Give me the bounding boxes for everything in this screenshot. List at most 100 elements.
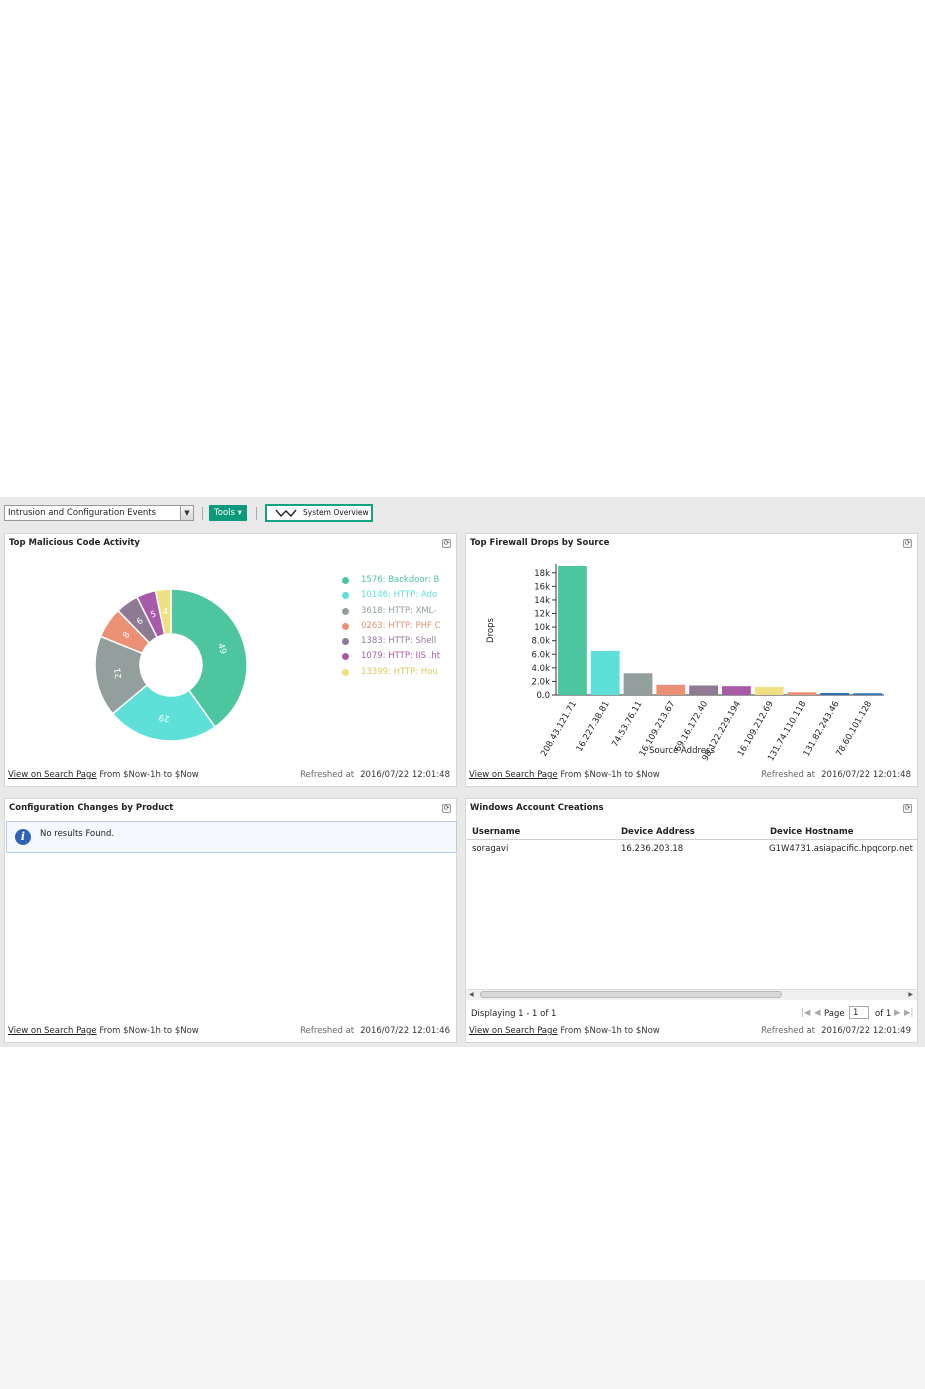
slice-label: 49 — [215, 642, 228, 655]
legend-label: 1576: Backdoor: Ba — [361, 575, 440, 585]
panel-title: Top Malicious Code Activity — [9, 538, 140, 548]
bar — [623, 673, 653, 695]
cell-username: soragavi — [472, 844, 509, 854]
toolbar: Intrusion and Configuration Events ▼ Too… — [0, 497, 925, 531]
bottom-area — [0, 1280, 925, 1389]
view-on-search-link[interactable]: View on Search Page — [8, 1026, 97, 1036]
y-tick-label: 16k — [534, 582, 550, 592]
table-header: Username Device Address Device Hostname — [467, 825, 918, 840]
view-on-search-link[interactable]: View on Search Page — [469, 770, 558, 780]
panel-title: Top Firewall Drops by Source — [470, 538, 610, 548]
dashboard-select-value: Intrusion and Configuration Events — [8, 508, 157, 518]
y-tick-label: 4.0k — [532, 664, 551, 674]
refresh-icon[interactable]: ⟳ — [903, 804, 912, 813]
legend-item[interactable]: 3618: HTTP: XML- — [340, 605, 440, 620]
legend-item[interactable]: 1079: HTTP: IIS .ht — [340, 650, 440, 665]
legend-swatch — [342, 592, 349, 600]
refreshed-label: Refreshed at — [300, 1026, 355, 1036]
chevron-down-icon[interactable]: ▼ — [180, 506, 193, 520]
legend-item[interactable]: 1576: Backdoor: Ba — [340, 574, 440, 589]
trend-line-icon — [275, 509, 297, 518]
legend-item[interactable]: 13399: HTTP: Hou — [340, 666, 440, 681]
bar — [787, 692, 817, 695]
y-tick-label: 14k — [534, 596, 550, 606]
legend-item[interactable]: 10146: HTTP: Ado — [340, 589, 440, 604]
refreshed-label: Refreshed at — [300, 770, 355, 780]
first-page-icon[interactable]: |◀ — [801, 1008, 811, 1018]
view-on-search-link[interactable]: View on Search Page — [469, 1026, 558, 1036]
cell-device-address: 16.236.203.18 — [621, 844, 684, 854]
legend-item[interactable]: 1383: HTTP: Shell — [340, 635, 440, 650]
bar — [853, 693, 882, 695]
legend-swatch — [342, 668, 349, 676]
legend-label: 1383: HTTP: Shell — [361, 636, 437, 647]
donut-slice — [111, 683, 217, 742]
panel-footer: View on Search Page From $Now-1h to $Now… — [469, 1026, 911, 1038]
bar — [820, 692, 850, 695]
y-tick-label: 10k — [534, 623, 550, 633]
firewall-drops-panel: Top Firewall Drops by Source ⟳ 0.0 2.0k 4.… — [465, 533, 918, 787]
info-icon: i — [15, 829, 31, 845]
next-page-icon[interactable]: ▶ — [894, 1008, 901, 1018]
table-row[interactable]: soragavi 16.236.203.18 G1W4731.asiapacif… — [467, 842, 918, 858]
refreshed-label: Refreshed at — [761, 770, 816, 780]
x-axis-label: Source Address — [649, 746, 715, 756]
bar — [754, 686, 784, 695]
scroll-right-icon[interactable]: ▶ — [908, 991, 913, 998]
legend-swatch — [342, 653, 349, 661]
y-tick-label: 6.0k — [532, 650, 551, 660]
legend-swatch — [342, 577, 349, 584]
toolbar-separator — [256, 507, 257, 520]
system-overview-label: System Overview — [303, 508, 369, 517]
chart-legend: 1576: Backdoor: Ba 10146: HTTP: Ado 3618: … — [340, 574, 440, 681]
time-range: From $Now-1h to $Now — [560, 770, 660, 780]
y-tick-label: 8.0k — [532, 637, 551, 647]
dashboard-select[interactable]: Intrusion and Configuration Events ▼ — [4, 505, 194, 521]
tools-button[interactable]: Tools ▾ — [209, 505, 247, 521]
view-on-search-link[interactable]: View on Search Page — [8, 770, 97, 780]
legend-label: 13399: HTTP: Hou — [361, 666, 438, 677]
config-changes-panel: Configuration Changes by Product ⟳ i No … — [4, 798, 457, 1043]
column-header-device-hostname[interactable]: Device Hostname — [770, 827, 854, 837]
column-header-username[interactable]: Username — [472, 827, 521, 837]
column-header-device-address[interactable]: Device Address — [621, 827, 695, 837]
slice-label: 29 — [158, 712, 170, 723]
refresh-icon[interactable]: ⟳ — [903, 539, 912, 548]
scrollbar-thumb[interactable] — [480, 991, 782, 998]
horizontal-scrollbar[interactable]: ◀ ▶ — [466, 989, 917, 1000]
scroll-left-icon[interactable]: ◀ — [469, 991, 474, 998]
panel-title: Windows Account Creations — [470, 803, 604, 813]
time-range: From $Now-1h to $Now — [99, 1026, 199, 1036]
legend-swatch — [342, 638, 349, 646]
slice-label: 5 — [149, 609, 157, 620]
y-tick-label: 0.0 — [536, 691, 550, 701]
page-number-input[interactable]: 1 — [849, 1006, 869, 1019]
y-tick-label: 18k — [534, 569, 550, 579]
refreshed-info: Refreshed at 2016/07/22 12:01:46 — [300, 1026, 450, 1036]
refreshed-time: 2016/07/22 12:01:48 — [360, 770, 450, 780]
refreshed-info: Refreshed at 2016/07/22 12:01:48 — [761, 770, 911, 780]
refresh-icon[interactable]: ⟳ — [442, 804, 451, 813]
last-page-icon[interactable]: ▶| — [904, 1008, 914, 1018]
donut-slice — [154, 588, 172, 636]
cell-device-hostname: G1W4731.asiapacific.hpqcorp.net — [769, 844, 913, 854]
bar — [656, 684, 686, 695]
legend-label: 1079: HTTP: IIS .ht — [361, 651, 440, 662]
panel-footer: View on Search Page From $Now-1h to $Now… — [8, 770, 450, 782]
legend-swatch — [342, 622, 349, 630]
prev-page-icon[interactable]: ◀ — [814, 1008, 821, 1018]
bar-chart: 0.0 2.0k 4.0k 6.0k 8.0k 10k 12k 14k 16k 18k 208.43… — [486, 564, 884, 763]
time-range: From $Now-1h to $Now — [560, 1026, 660, 1036]
pagination-bar: Displaying 1 - 1 of 1 |◀ ◀ Page 1 of 1 ▶… — [466, 1006, 917, 1024]
legend-item[interactable]: 0263: HTTP: PHF C — [340, 620, 440, 635]
system-overview-button[interactable]: System Overview — [265, 504, 373, 522]
page-label: Page — [824, 1009, 845, 1019]
legend-label: 3618: HTTP: XML- — [361, 605, 437, 616]
bar — [689, 685, 718, 695]
refresh-icon[interactable]: ⟳ — [442, 539, 451, 548]
no-results-message: i No results Found. — [6, 821, 457, 853]
x-tick-label: 16.227.38.81 — [575, 700, 612, 754]
no-results-text: No results Found. — [40, 829, 115, 839]
toolbar-separator — [202, 507, 203, 520]
display-count: Displaying 1 - 1 of 1 — [471, 1009, 557, 1019]
